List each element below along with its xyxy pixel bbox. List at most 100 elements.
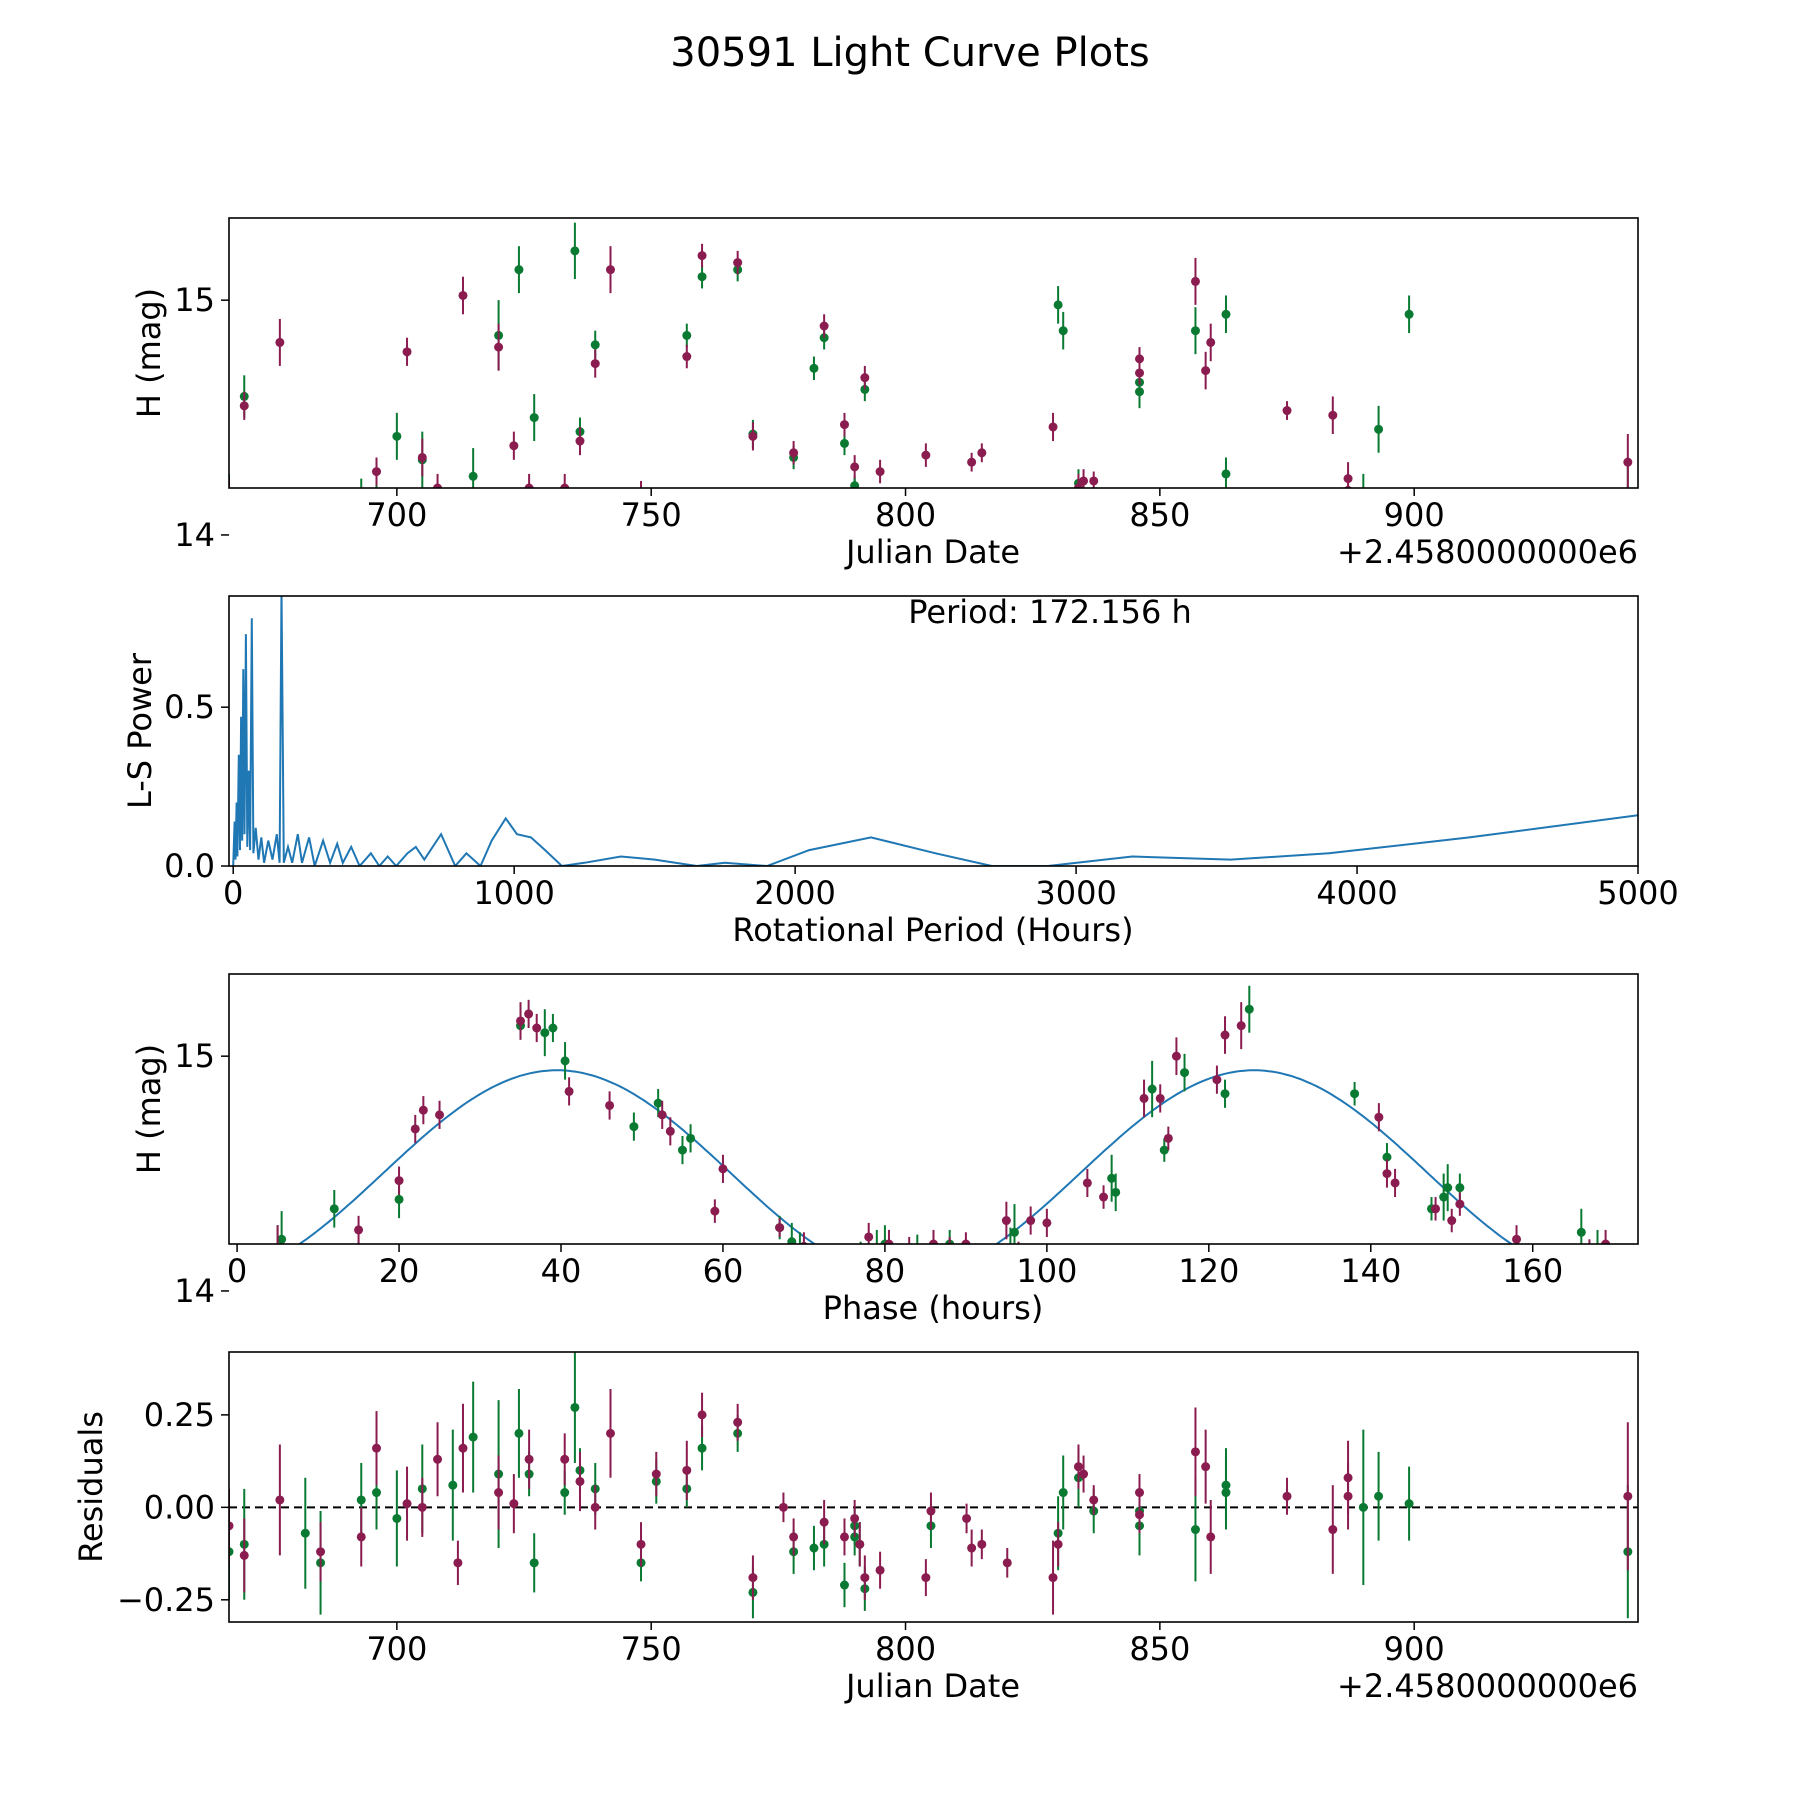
x-tick-label: 100 [1016, 1252, 1077, 1290]
green-point [529, 1558, 539, 1568]
magenta-point [1001, 1216, 1011, 1226]
magenta-point [733, 1417, 743, 1427]
green-point [1058, 1488, 1068, 1498]
magenta-point [864, 1232, 874, 1242]
magenta-point [697, 1410, 707, 1420]
x-tick-label: 700 [366, 1630, 427, 1668]
green-point [1053, 300, 1063, 310]
magenta-point [977, 448, 987, 458]
green-point [229, 1547, 234, 1557]
magenta-point [418, 1105, 428, 1115]
magenta-point [860, 1573, 870, 1583]
light-curve-offset-text: +2.4580000000e6 [1337, 533, 1638, 571]
magenta-point [884, 1239, 894, 1244]
magenta-point [789, 448, 799, 458]
x-tick-label: 700 [366, 496, 427, 534]
x-tick-label: 900 [1384, 1630, 1445, 1668]
magenta-point [1623, 457, 1633, 467]
green-point [629, 1122, 639, 1132]
magenta-point [560, 483, 570, 488]
phase-frame [228, 973, 1639, 1245]
x-tick-label: 20 [379, 1252, 420, 1290]
magenta-point [494, 342, 504, 352]
magenta-point [1382, 1169, 1392, 1179]
green-point [1576, 1227, 1586, 1237]
magenta-point [962, 1513, 972, 1523]
light-curve-xlabel: Julian Date [844, 533, 1020, 571]
magenta-point [1099, 1192, 1109, 1202]
magenta-point [875, 467, 885, 477]
green-point [1190, 326, 1200, 336]
light-curve-frame [228, 217, 1639, 489]
magenta-point [682, 1465, 692, 1475]
magenta-point [605, 1100, 615, 1110]
green-point [540, 1028, 550, 1038]
green-point [300, 1528, 310, 1538]
y-tick-label: 0.5 [164, 688, 215, 726]
phase-xlabel: Phase (hours) [823, 1289, 1044, 1327]
magenta-point [1190, 1447, 1200, 1457]
magenta-point [1079, 476, 1089, 486]
x-tick-label: 750 [621, 1630, 682, 1668]
x-tick-label: 0 [223, 874, 243, 912]
green-point [1455, 1183, 1465, 1193]
x-tick-label: 2000 [754, 874, 835, 912]
magenta-point [1048, 1573, 1058, 1583]
green-point [1221, 309, 1231, 319]
magenta-point [1171, 1051, 1181, 1061]
x-tick-label: 750 [621, 496, 682, 534]
magenta-point [1328, 410, 1338, 420]
y-tick-label: 15 [174, 1037, 215, 1075]
magenta-point [1206, 1532, 1216, 1542]
green-point [653, 1098, 663, 1108]
residual-points [229, 1352, 1638, 1619]
green-point [448, 1480, 458, 1490]
phase-ylabel: H (mag) [130, 1044, 168, 1174]
green-point [1443, 1183, 1453, 1193]
y-tick-label: 14 [174, 516, 215, 554]
x-tick-label: 140 [1340, 1252, 1401, 1290]
green-point [1159, 1145, 1169, 1155]
magenta-point [1190, 276, 1200, 286]
green-point [1058, 326, 1068, 336]
green-point [468, 1432, 478, 1442]
periodogram-xlabel: Rotational Period (Hours) [732, 911, 1133, 949]
light-curve-ylabel: H (mag) [130, 288, 168, 418]
green-point [394, 1194, 404, 1204]
magenta-point [651, 1469, 661, 1479]
magenta-point [697, 251, 707, 261]
magenta-point [636, 1539, 646, 1549]
magenta-point [860, 373, 870, 383]
green-point [697, 1443, 707, 1453]
green-point [809, 363, 819, 373]
green-point [1135, 387, 1145, 397]
green-point [1009, 1227, 1019, 1237]
magenta-point [789, 1532, 799, 1542]
x-tick-label: 4000 [1316, 874, 1397, 912]
magenta-point [394, 1176, 404, 1186]
magenta-point [1135, 1488, 1145, 1498]
green-point [392, 1513, 402, 1523]
magenta-point [1431, 1204, 1441, 1214]
x-tick-label: 3000 [1035, 874, 1116, 912]
green-point [1350, 1089, 1360, 1099]
green-point [1220, 1089, 1230, 1099]
magenta-point [433, 483, 443, 488]
magenta-point [1601, 1239, 1611, 1244]
magenta-point [453, 1558, 463, 1568]
magenta-point [354, 1225, 364, 1235]
magenta-point [657, 1110, 667, 1120]
magenta-point [1212, 1075, 1222, 1085]
green-point [1107, 1173, 1117, 1183]
magenta-point [417, 452, 427, 462]
x-tick-label: 850 [1129, 496, 1190, 534]
magenta-point [1390, 1178, 1400, 1188]
magenta-point [961, 1239, 971, 1244]
magenta-point [665, 1126, 675, 1136]
magenta-point [977, 1539, 987, 1549]
green-point [468, 471, 478, 481]
magenta-point [819, 1517, 829, 1527]
green-point [809, 1543, 819, 1553]
